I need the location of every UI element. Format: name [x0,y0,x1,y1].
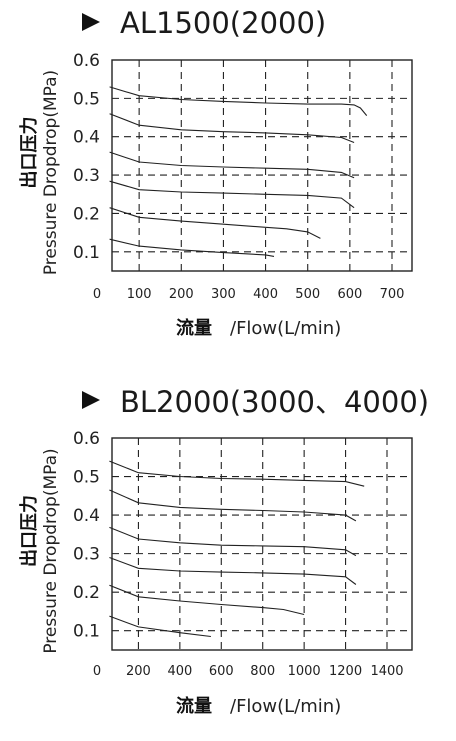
x-axis-label-cn: 流量 [176,317,212,339]
x-tick-label: 400 [253,287,278,302]
plot-frame [111,437,413,651]
series-line-4 [109,180,355,209]
x-tick-label: 100 [127,287,152,302]
x-axis-label: /Flow(L/min) [230,318,341,339]
y-axis-label-cn: 出口压力 [18,495,40,567]
y-tick-label: 0.4 [73,128,100,148]
x-tick-label: 600 [337,287,362,302]
title-arrow-icon [82,391,100,409]
series-line-1 [109,460,365,487]
x-tick-label: 200 [126,664,151,679]
y-tick-label: 0.6 [73,429,100,449]
x-tick-label: 600 [209,664,234,679]
y-tick-label: 0.5 [73,468,100,488]
plot-frame [111,59,413,272]
x-tick-label: 200 [169,287,194,302]
x-tick-label: 500 [295,287,320,302]
y-axis-label-cn: 出口压力 [18,117,40,189]
x-tick-label: 1000 [288,664,321,679]
chart-title: BL2000(3000、4000) [120,385,429,419]
x-tick-label: 700 [380,287,405,302]
y-axis-label: Pressure Dropdrop(MPa) [41,70,61,275]
y-tick-label: 0.6 [73,51,100,71]
x-axis-label: /Flow(L/min) [230,696,341,717]
x-tick-label: 1400 [370,664,403,679]
y-tick-label: 0.3 [73,166,100,186]
x-tick-label: 800 [250,664,275,679]
series-line-5 [109,584,305,616]
series-line-2 [109,489,357,522]
y-tick-label: 0.4 [73,506,100,526]
y-tick-label: 0.2 [73,204,100,224]
y-tick-label: 0.3 [73,545,100,565]
y-tick-label: 0.2 [73,583,100,603]
series-line-6 [109,615,211,638]
chart-title: AL1500(2000) [120,6,326,40]
x-tick-label: 0 [93,287,101,302]
x-tick-label: 300 [211,287,236,302]
series-line-3 [109,151,355,179]
x-tick-label: 400 [167,664,192,679]
series-line-2 [109,113,355,144]
series-line-3 [109,526,357,557]
x-tick-label: 0 [93,664,101,679]
title-arrow-icon [82,13,100,31]
series-line-5 [109,207,321,239]
series-line-1 [109,86,368,116]
y-tick-label: 0.5 [73,89,100,109]
y-tick-label: 0.1 [73,622,100,642]
x-tick-label: 1200 [329,664,362,679]
series-line-6 [109,238,275,257]
series-line-4 [109,556,357,585]
y-axis-label: Pressure Dropdrop(MPa) [41,448,61,653]
y-tick-label: 0.1 [73,243,100,263]
x-axis-label-cn: 流量 [176,695,212,717]
